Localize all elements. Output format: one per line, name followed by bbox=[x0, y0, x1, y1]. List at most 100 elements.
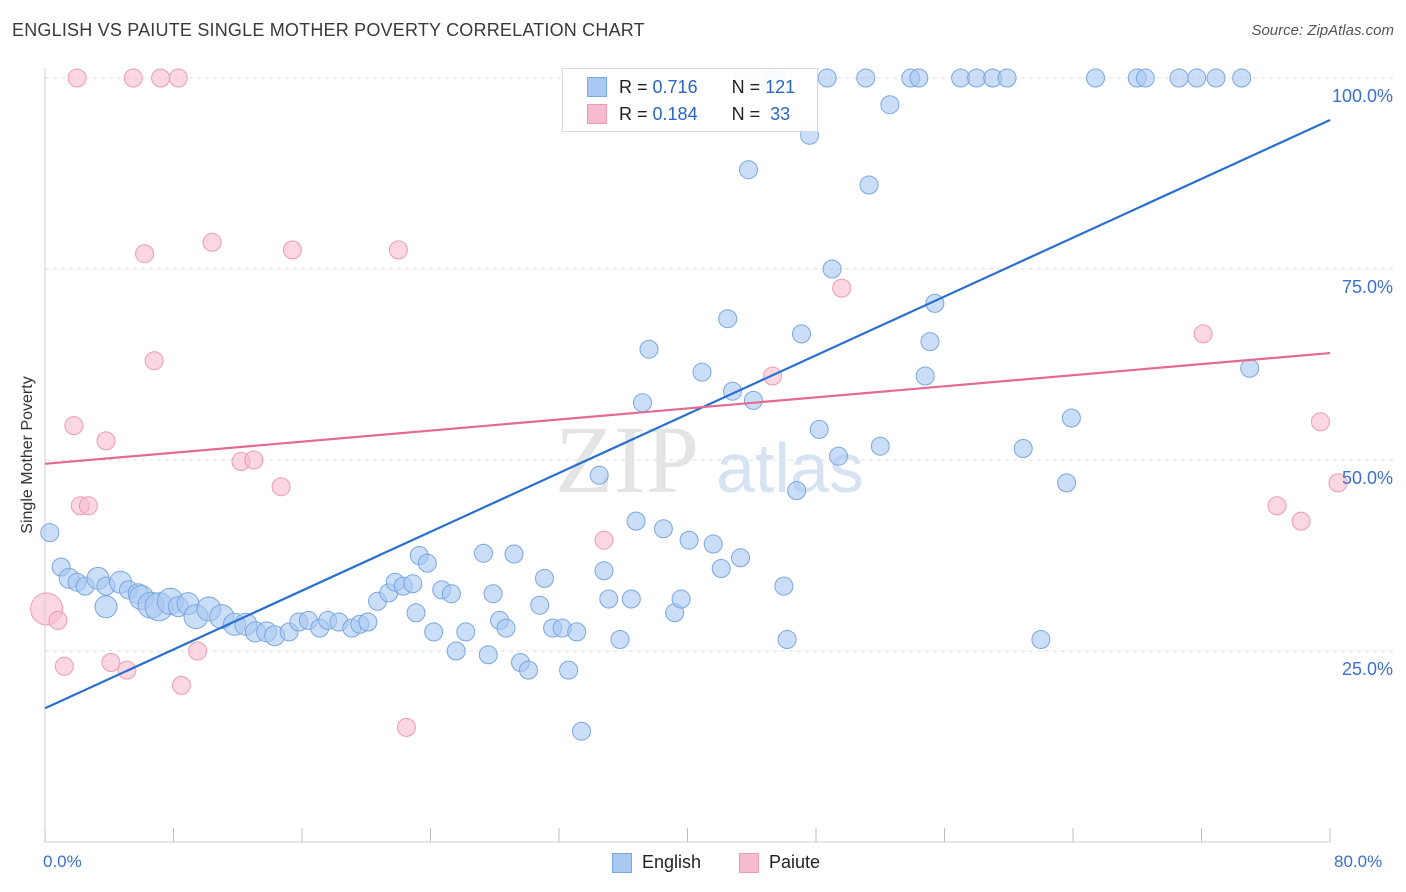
english-r-label: R = bbox=[619, 76, 648, 97]
english-point bbox=[671, 589, 691, 609]
english-point bbox=[94, 595, 118, 619]
english-n-value: 121 bbox=[765, 76, 796, 97]
paiute-n-value: 33 bbox=[770, 103, 791, 124]
english-point bbox=[589, 465, 609, 485]
english-point bbox=[40, 523, 60, 543]
paiute-point bbox=[168, 68, 188, 88]
english-point bbox=[483, 584, 503, 604]
y-tick-label: 50.0% bbox=[1342, 468, 1393, 488]
legend-row-paiute: R = 0.184 N = 33 bbox=[587, 102, 790, 126]
english-point bbox=[743, 390, 763, 410]
english-legend-swatch bbox=[612, 852, 632, 873]
y-tick-label: 25.0% bbox=[1342, 659, 1393, 679]
english-point bbox=[424, 622, 444, 642]
paiute-point bbox=[1193, 324, 1213, 344]
regression-lines bbox=[44, 119, 1331, 710]
english-point bbox=[535, 568, 554, 588]
english-r-value: 0.716 bbox=[652, 76, 698, 97]
paiute-regression-line bbox=[44, 351, 1331, 465]
y-tick-label: 100.0% bbox=[1332, 86, 1393, 106]
english-point bbox=[599, 589, 619, 609]
watermark-zip: ZIP bbox=[555, 406, 699, 513]
english-point bbox=[787, 481, 807, 501]
paiute-point bbox=[388, 240, 408, 260]
english-point bbox=[703, 534, 723, 554]
x-tick-label-min: 0.0% bbox=[43, 852, 82, 871]
paiute-point bbox=[135, 244, 155, 264]
english-point bbox=[859, 175, 879, 195]
english-legend-label: English bbox=[642, 852, 702, 872]
paiute-point bbox=[244, 450, 264, 470]
english-point bbox=[653, 519, 673, 539]
english-point bbox=[1057, 473, 1077, 493]
english-point bbox=[909, 68, 929, 88]
english-point bbox=[417, 553, 437, 573]
paiute-point bbox=[172, 675, 191, 695]
english-point bbox=[626, 511, 646, 531]
paiute-point bbox=[396, 717, 416, 737]
paiute-point bbox=[282, 240, 302, 260]
paiute-point bbox=[594, 530, 614, 550]
english-n-label: N = bbox=[731, 76, 761, 97]
english-points bbox=[40, 68, 1260, 741]
english-point bbox=[403, 574, 423, 594]
watermark: ZIP atlas bbox=[555, 406, 864, 513]
english-point bbox=[817, 68, 837, 88]
paiute-r-label: R = bbox=[619, 103, 648, 124]
english-point bbox=[880, 95, 900, 115]
bottom-legend-paiute[interactable]: Paiute bbox=[739, 852, 820, 873]
english-point bbox=[496, 618, 516, 638]
stats-legend: R = 0.716 N = 121 R = 0.184 N = 33 bbox=[562, 68, 818, 132]
paiute-r-value: 0.184 bbox=[652, 103, 698, 124]
axes bbox=[44, 68, 1331, 843]
chart-title: ENGLISH VS PAIUTE SINGLE MOTHER POVERTY … bbox=[12, 20, 645, 40]
paiute-point bbox=[1291, 511, 1311, 531]
english-point bbox=[829, 446, 848, 466]
english-point bbox=[572, 721, 591, 741]
english-point bbox=[639, 339, 659, 359]
paiute-point bbox=[64, 416, 84, 436]
english-point bbox=[1013, 439, 1033, 458]
source-label: Source: ZipAtlas.com bbox=[1251, 22, 1394, 39]
english-point bbox=[679, 530, 699, 550]
paiute-point bbox=[188, 641, 208, 661]
english-point bbox=[774, 576, 794, 596]
paiute-point bbox=[1310, 412, 1330, 432]
paiute-point bbox=[271, 477, 291, 497]
english-point bbox=[718, 309, 738, 329]
english-point bbox=[358, 612, 378, 632]
english-point bbox=[822, 259, 842, 279]
bottom-legend-english[interactable]: English bbox=[612, 852, 701, 873]
paiute-point bbox=[101, 653, 121, 672]
english-point bbox=[406, 603, 426, 623]
english-point bbox=[739, 160, 758, 180]
english-point bbox=[1031, 630, 1051, 649]
english-point bbox=[951, 68, 971, 88]
english-point bbox=[1240, 358, 1260, 378]
paiute-point bbox=[1328, 473, 1348, 493]
english-point bbox=[530, 595, 550, 615]
english-point bbox=[792, 324, 811, 344]
english-swatch bbox=[587, 77, 607, 97]
english-point bbox=[967, 68, 987, 88]
english-regression-line bbox=[44, 119, 1331, 710]
legend-row-english: R = 0.716 N = 121 bbox=[587, 75, 795, 99]
paiute-point bbox=[54, 656, 74, 676]
paiute-swatch bbox=[587, 104, 607, 124]
english-point bbox=[456, 622, 476, 642]
english-point bbox=[441, 584, 461, 604]
english-point bbox=[1086, 68, 1105, 88]
english-point bbox=[559, 660, 579, 680]
english-point bbox=[915, 366, 935, 386]
paiute-point bbox=[96, 431, 116, 451]
english-point bbox=[777, 630, 797, 649]
english-point bbox=[633, 393, 652, 413]
english-point bbox=[920, 332, 940, 352]
paiute-point bbox=[123, 68, 143, 88]
paiute-legend-swatch bbox=[739, 852, 759, 873]
paiute-point bbox=[48, 610, 68, 630]
y-tick-labels: 25.0% 50.0% 75.0% 100.0% bbox=[1332, 86, 1393, 679]
english-point bbox=[610, 630, 630, 649]
paiute-point bbox=[202, 232, 222, 252]
